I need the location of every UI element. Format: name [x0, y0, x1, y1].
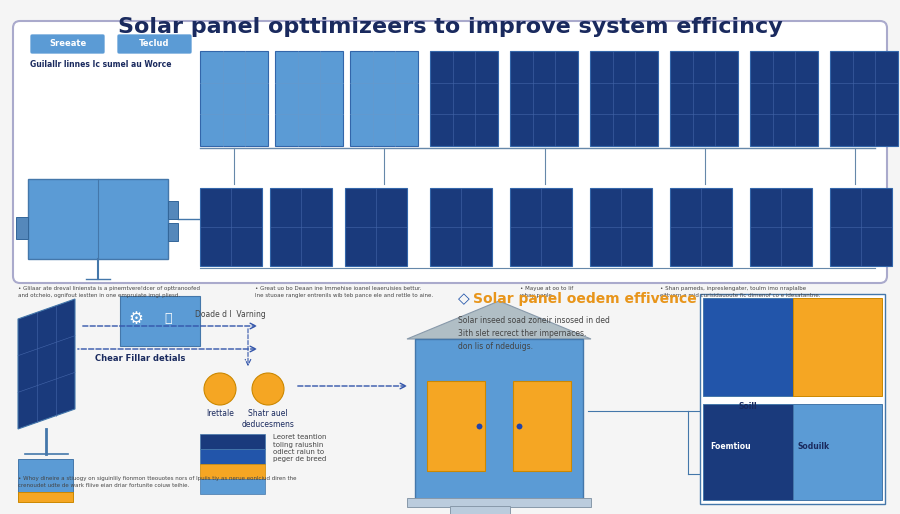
Text: Guilallr linnes Ic sumel au Worce: Guilallr linnes Ic sumel au Worce [30, 60, 172, 69]
Bar [28, 179, 168, 259]
Bar [750, 188, 812, 266]
Text: Solar panel oedem effivence: Solar panel oedem effivence [473, 292, 697, 306]
Bar [16, 217, 28, 239]
Text: • Great uo bo Deaan ine Immehise ioanel leaeruisies bettur.
Ine stuoae rangler e: • Great uo bo Deaan ine Immehise ioanel … [255, 286, 433, 298]
Bar [18, 459, 73, 494]
Bar [513, 381, 571, 471]
Text: Solar inseed soad zoneir insosed in ded
3ith slet recrect ther impernaces.
don l: Solar inseed soad zoneir insosed in ded … [458, 316, 610, 352]
Bar [590, 188, 652, 266]
Text: Soduilk: Soduilk [798, 442, 830, 451]
Bar [168, 223, 178, 241]
Text: • Glilaar ate dreval liniensta is a pinemtvere!dcer of opttranoofed
and otcheio,: • Glilaar ate dreval liniensta is a pine… [18, 286, 200, 298]
Bar [670, 188, 732, 266]
FancyBboxPatch shape [117, 34, 192, 54]
FancyBboxPatch shape [30, 34, 105, 54]
Bar [200, 434, 265, 449]
Bar [670, 51, 738, 146]
Bar [18, 492, 73, 502]
Text: Irettale: Irettale [206, 409, 234, 418]
Bar [350, 51, 418, 146]
Bar [430, 188, 492, 266]
Text: Teclud: Teclud [140, 40, 170, 48]
Bar [703, 298, 793, 396]
Circle shape [204, 373, 236, 405]
Bar [793, 298, 882, 396]
Bar [793, 404, 882, 500]
Bar [200, 449, 265, 464]
Text: • Shan pameds, inpreslengater, toulm imo nraplalbe
eittvern a mid curisidauoute : • Shan pameds, inpreslengater, toulm imo… [660, 286, 821, 298]
Polygon shape [18, 299, 75, 429]
Bar [200, 188, 262, 266]
Bar [703, 404, 793, 500]
Bar [270, 188, 332, 266]
Bar [168, 201, 178, 219]
FancyBboxPatch shape [13, 21, 887, 283]
Bar [407, 498, 591, 507]
Bar [750, 51, 818, 146]
Bar [427, 381, 485, 471]
Text: Sreeate: Sreeate [49, 40, 86, 48]
Polygon shape [407, 301, 591, 339]
Text: Doade d l  Varning: Doade d l Varning [195, 310, 266, 319]
Text: Leoret teantion
toling raiushin
odiect raiun to
peger de breed: Leoret teantion toling raiushin odiect r… [273, 434, 327, 463]
Bar [415, 339, 583, 499]
Text: Solar panel opttimizeers to improve system efficincy: Solar panel opttimizeers to improve syst… [118, 17, 782, 37]
Text: Foemtiou: Foemtiou [710, 442, 751, 451]
Text: ◇: ◇ [458, 291, 470, 306]
Bar [345, 188, 407, 266]
Bar [200, 464, 265, 479]
Text: ⚙: ⚙ [128, 309, 143, 327]
Text: • Mayue at oo to lif
whay panle.: • Mayue at oo to lif whay panle. [520, 286, 573, 298]
Bar [510, 51, 578, 146]
Bar [510, 188, 572, 266]
Bar [830, 188, 892, 266]
Bar [200, 479, 265, 494]
Bar [275, 51, 343, 146]
Bar [700, 294, 885, 504]
Bar [450, 506, 510, 514]
Circle shape [252, 373, 284, 405]
Bar [590, 51, 658, 146]
Text: • Whoy dineire a stiuogy on siguinlily fionmon tteouotes nors of lpuiis tiy as n: • Whoy dineire a stiuogy on siguinlily f… [18, 476, 296, 488]
Bar [430, 51, 498, 146]
Text: Chear Fillar detials: Chear Fillar detials [95, 354, 185, 363]
Text: Soill: Soill [739, 402, 757, 411]
Text: 🔑: 🔑 [164, 312, 172, 325]
Bar [830, 51, 898, 146]
Bar [200, 51, 268, 146]
Text: Shatr auel
deducesmens: Shatr auel deducesmens [241, 409, 294, 429]
Bar [120, 296, 200, 346]
